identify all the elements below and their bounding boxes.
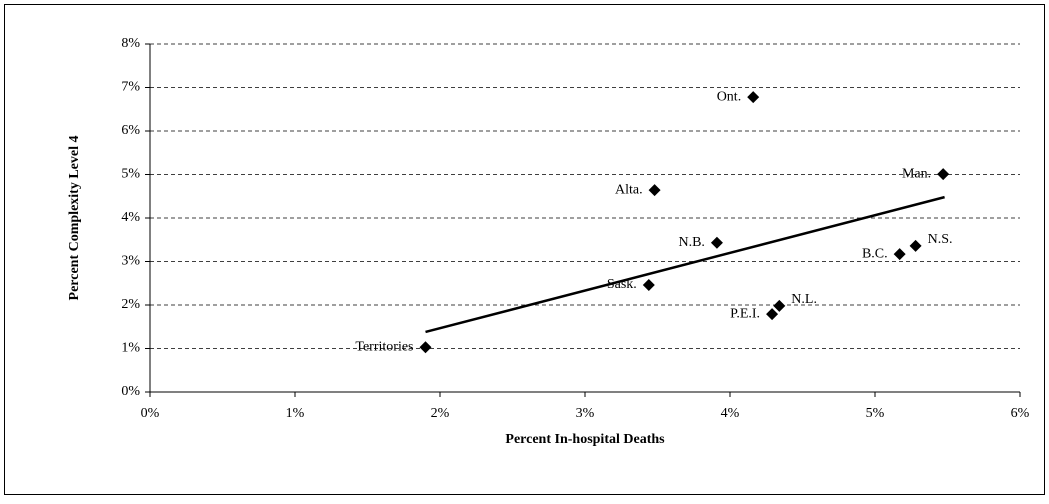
x-tick-label: 4% [721,406,740,421]
point-label: P.E.I. [730,306,760,321]
y-tick-label: 1% [121,341,140,356]
data-point [893,248,906,261]
point-label: Sask. [607,277,637,292]
y-tick-label: 8% [121,36,140,51]
data-point [766,308,779,321]
y-tick-label: 2% [121,297,140,312]
point-label: N.L. [791,292,817,307]
trendline [425,195,945,334]
data-point [419,341,432,354]
x-tick-label: 6% [1011,406,1030,421]
y-tick-label: 7% [121,80,140,95]
data-point [747,91,760,104]
chart-border [4,4,1045,495]
data-point [648,184,661,197]
data-point [937,168,950,181]
y-tick-label: 0% [121,384,140,399]
y-tick-label: 5% [121,167,140,182]
y-axis-title: Percent Complexity Level 4 [67,136,82,301]
point-label: N.B. [678,235,704,250]
point-label: N.S. [928,232,953,247]
x-tick-label: 2% [431,406,450,421]
x-tick-label: 5% [866,406,885,421]
y-tick-label: 6% [121,123,140,138]
point-label: Alta. [615,182,643,197]
data-point [642,278,655,291]
data-point [710,236,723,249]
y-tick-label: 4% [121,210,140,225]
point-label: Ont. [717,89,742,104]
data-point [909,239,922,252]
data-point [773,299,786,312]
point-label: Man. [902,166,931,181]
x-tick-label: 3% [576,406,595,421]
x-tick-label: 1% [286,406,305,421]
x-tick-label: 0% [141,406,160,421]
y-tick-label: 3% [121,254,140,269]
point-label: B.C. [862,246,888,261]
x-axis-title: Percent In-hospital Deaths [505,432,665,447]
point-label: Territories [355,339,413,354]
